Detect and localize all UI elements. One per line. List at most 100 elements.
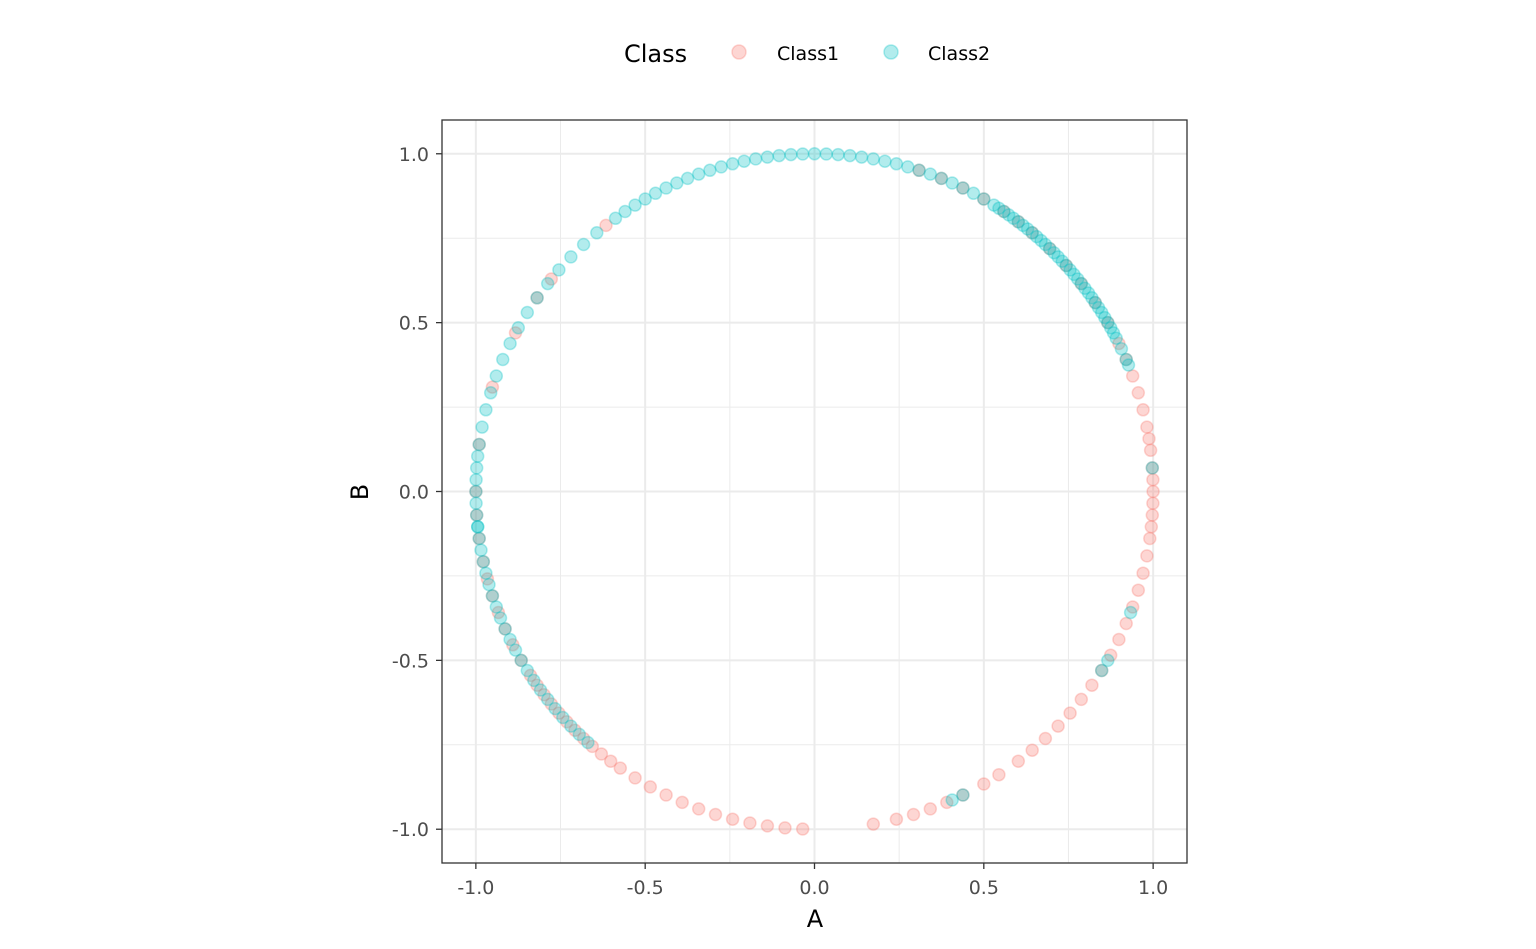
data-point (1074, 692, 1089, 707)
data-point (1047, 245, 1061, 260)
data-point (1011, 215, 1026, 229)
legend-title: Class (624, 40, 687, 68)
data-point (469, 496, 483, 511)
data-point (472, 531, 486, 546)
data-point (485, 380, 500, 394)
data-point (659, 788, 673, 802)
data-point (956, 181, 970, 195)
legend-label-class2: Class2 (928, 43, 990, 65)
data-point (1025, 226, 1039, 240)
data-point (503, 632, 517, 647)
data-points (469, 147, 1160, 836)
data-point (1109, 331, 1123, 345)
data-point (475, 420, 489, 434)
data-point (1146, 496, 1160, 511)
data-point (923, 802, 938, 816)
data-point (1119, 616, 1133, 631)
data-point (866, 152, 881, 166)
data-point (479, 403, 493, 417)
data-point (508, 326, 523, 340)
series-class1 (469, 163, 1160, 836)
data-point (483, 386, 498, 400)
data-point (628, 198, 642, 212)
data-point (1098, 310, 1112, 325)
data-point (485, 589, 500, 603)
data-point (599, 218, 613, 233)
legend-key-class1 (731, 44, 747, 60)
data-point (572, 727, 587, 742)
data-point (1101, 653, 1115, 668)
data-point (819, 147, 834, 161)
data-point (691, 167, 706, 181)
data-point (997, 204, 1011, 219)
data-point (476, 554, 491, 569)
data-point (1011, 215, 1026, 229)
data-point (603, 754, 618, 768)
data-point (472, 437, 486, 452)
data-point (548, 701, 562, 716)
data-point (1101, 315, 1115, 330)
data-point (1094, 305, 1109, 320)
data-point (648, 186, 663, 201)
data-point (508, 643, 523, 657)
data-point (1136, 566, 1150, 580)
data-point (760, 819, 775, 833)
data-point (530, 291, 544, 305)
data-point (530, 291, 544, 305)
data-point (482, 577, 496, 592)
x-tick-label: 1.0 (1138, 877, 1168, 899)
data-point (520, 663, 535, 678)
data-point (1081, 286, 1096, 300)
data-point (469, 508, 484, 522)
data-point (1088, 295, 1102, 310)
data-point (725, 157, 740, 171)
x-tick-label: -1.0 (457, 877, 494, 899)
data-point (469, 484, 483, 499)
data-point (795, 822, 810, 836)
data-point (760, 150, 775, 164)
grid-lines (442, 120, 1187, 863)
data-point (1051, 719, 1065, 733)
data-point (576, 731, 591, 746)
data-point (1085, 678, 1099, 692)
data-point (479, 566, 493, 580)
x-tick-label: 0.5 (969, 877, 999, 899)
data-point (514, 653, 528, 668)
data-point (878, 154, 892, 168)
data-point (480, 572, 495, 586)
data-point (552, 706, 566, 720)
data-point (1038, 237, 1053, 252)
data-point (1131, 583, 1146, 597)
data-point (1119, 352, 1133, 367)
data-point (772, 148, 786, 163)
data-point (1034, 233, 1048, 248)
data-point (743, 816, 757, 830)
data-point (485, 589, 500, 603)
data-point (643, 780, 658, 794)
data-point (489, 600, 504, 614)
data-point (843, 148, 857, 163)
data-point (1085, 291, 1099, 305)
data-point (514, 653, 528, 668)
data-point (530, 678, 544, 692)
data-point (714, 160, 728, 174)
data-point (945, 793, 959, 807)
data-point (1063, 263, 1077, 277)
data-point (608, 211, 623, 226)
data-point (977, 192, 991, 206)
data-point (940, 795, 954, 810)
data-point (585, 739, 600, 754)
data-point (1001, 208, 1016, 222)
data-point (544, 272, 559, 286)
data-point (934, 171, 949, 186)
y-tick-label: 1.0 (399, 144, 429, 166)
data-point (628, 771, 642, 785)
data-point (511, 321, 526, 335)
legend-key-class2 (883, 44, 899, 60)
data-point (977, 777, 991, 791)
data-point (1103, 648, 1118, 662)
data-point (708, 807, 723, 822)
data-point (520, 305, 535, 320)
data-point (1020, 222, 1035, 236)
data-point (544, 697, 559, 711)
